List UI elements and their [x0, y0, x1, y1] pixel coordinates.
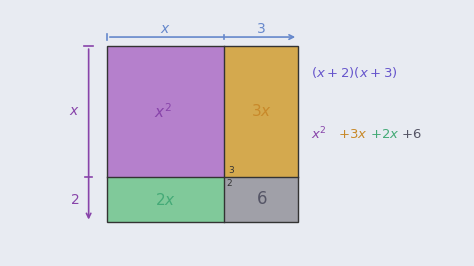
Text: $x$: $x$	[69, 105, 80, 118]
Bar	[225, 46, 298, 177]
Text: 3: 3	[228, 166, 234, 175]
Bar	[107, 177, 225, 222]
Text: $+3x$: $+3x$	[338, 128, 368, 141]
Text: $+2x$: $+2x$	[370, 128, 399, 141]
Text: $x$: $x$	[160, 22, 171, 36]
Bar	[225, 177, 298, 222]
Text: $6$: $6$	[255, 191, 267, 208]
Bar	[107, 46, 298, 222]
Text: $+6$: $+6$	[401, 128, 421, 141]
Text: $3x$: $3x$	[251, 103, 272, 119]
Text: 2: 2	[226, 179, 232, 188]
Text: $(x+2)(x+3)$: $(x+2)(x+3)$	[311, 65, 398, 80]
Text: $2$: $2$	[70, 193, 79, 206]
Text: $3$: $3$	[256, 22, 266, 36]
Bar	[107, 46, 225, 177]
Text: $2x$: $2x$	[155, 192, 176, 207]
Text: $x^2$: $x^2$	[155, 102, 173, 121]
Text: $x^2$: $x^2$	[311, 126, 327, 143]
